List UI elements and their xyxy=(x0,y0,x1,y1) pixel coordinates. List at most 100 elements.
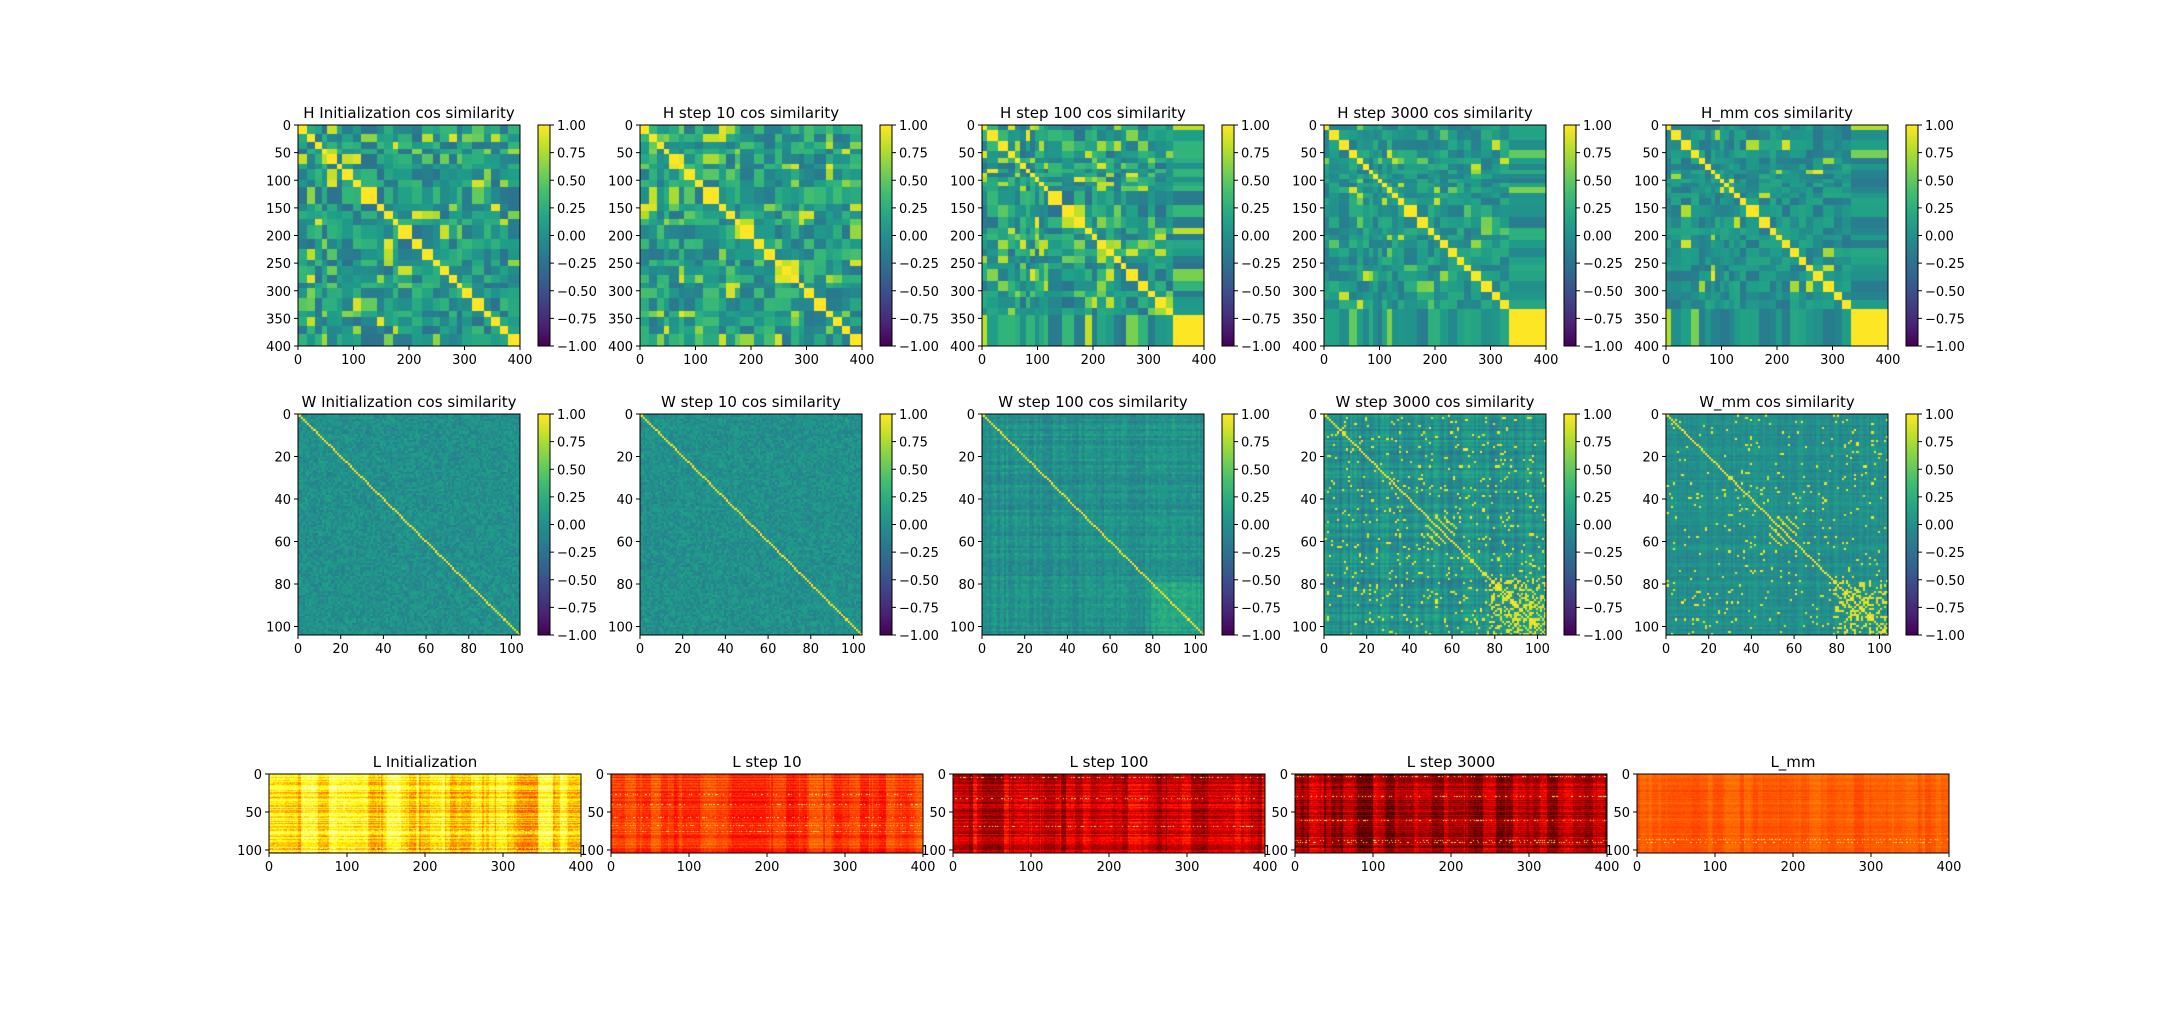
y-tick-label: 200 xyxy=(1634,230,1659,245)
colorbar-tick-label: 0.00 xyxy=(557,230,586,245)
colorbar-tick-label: −0.75 xyxy=(899,601,939,616)
y-tick-label: 100 xyxy=(950,621,975,636)
x-tick-label: 200 xyxy=(1423,353,1448,368)
colorbar-tick-label: −0.25 xyxy=(899,257,939,272)
heatmap-image xyxy=(1637,774,1949,853)
y-tick-label: 20 xyxy=(1300,451,1317,466)
colorbar-tick-label: −0.75 xyxy=(557,312,597,327)
x-tick-label: 100 xyxy=(841,642,866,657)
colorbar-tick-label: 1.00 xyxy=(1925,119,1954,134)
colorbar-tick-label: −1.00 xyxy=(899,340,939,355)
x-tick-label: 400 xyxy=(1192,353,1217,368)
y-tick-label: 100 xyxy=(579,844,604,859)
colorbar xyxy=(1221,413,1235,636)
colorbar-tick-label: −0.25 xyxy=(1583,257,1623,272)
axes-frame xyxy=(1665,413,1889,636)
x-tick-label: 40 xyxy=(1059,642,1076,657)
panel-1: H Initialization cos similarity 0 100 200 30… xyxy=(266,104,597,368)
x-tick-label: 100 xyxy=(1703,860,1728,875)
x-tick-label: 60 xyxy=(1786,642,1803,657)
x-tick-label: 60 xyxy=(1444,642,1461,657)
x-tick-label: 20 xyxy=(1700,642,1717,657)
x-tick-label: 100 xyxy=(1361,860,1386,875)
colorbar-tick-label: −0.50 xyxy=(557,285,597,300)
colorbar-tick-label: −0.75 xyxy=(1925,312,1965,327)
y-tick-label: 200 xyxy=(1292,230,1317,245)
colorbar-tick-label: −0.50 xyxy=(1925,574,1965,589)
x-tick-label: 300 xyxy=(1859,860,1884,875)
colorbar-tick-label: −0.75 xyxy=(557,601,597,616)
colorbar-tick-label: −0.50 xyxy=(1241,285,1281,300)
x-tick-label: 80 xyxy=(802,642,819,657)
colorbar xyxy=(537,124,551,347)
colorbar xyxy=(879,124,893,347)
colorbar-tick-label: 1.00 xyxy=(557,408,586,423)
y-tick-label: 100 xyxy=(266,174,291,189)
x-tick-label: 0 xyxy=(1320,642,1328,657)
x-tick-label: 0 xyxy=(949,860,957,875)
heatmap-image xyxy=(982,414,1204,635)
y-tick-label: 200 xyxy=(950,230,975,245)
colorbar-tick-label: 0.75 xyxy=(899,436,928,451)
y-tick-label: 60 xyxy=(958,536,975,551)
x-tick-label: 80 xyxy=(1144,642,1161,657)
colorbar-tick-label: −0.75 xyxy=(1583,312,1623,327)
colorbar-tick-label: −0.25 xyxy=(1241,546,1281,561)
y-tick-label: 20 xyxy=(274,451,291,466)
x-tick-label: 100 xyxy=(499,642,524,657)
x-tick-label: 40 xyxy=(1743,642,1760,657)
colorbar-tick-label: 0.25 xyxy=(1925,491,1954,506)
colorbar-tick-label: 0.50 xyxy=(1241,174,1270,189)
x-tick-label: 200 xyxy=(1097,860,1122,875)
y-tick-label: 100 xyxy=(950,174,975,189)
y-tick-label: 100 xyxy=(1292,174,1317,189)
y-tick-label: 400 xyxy=(608,340,633,355)
x-tick-label: 40 xyxy=(1401,642,1418,657)
x-tick-label: 100 xyxy=(677,860,702,875)
x-tick-label: 100 xyxy=(1019,860,1044,875)
axes-frame xyxy=(297,413,521,636)
y-tick-label: 50 xyxy=(929,806,946,821)
y-tick-label: 100 xyxy=(266,621,291,636)
y-tick-label: 50 xyxy=(1613,806,1630,821)
colorbar-tick-label: −0.50 xyxy=(1583,285,1623,300)
panel-title: W step 10 cos similarity xyxy=(661,393,841,411)
y-tick-label: 0 xyxy=(1309,408,1317,423)
y-tick-label: 40 xyxy=(616,493,633,508)
colorbar-tick-label: 0.00 xyxy=(1583,230,1612,245)
colorbar-tick-label: 0.50 xyxy=(1583,463,1612,478)
colorbar-tick-label: 0.00 xyxy=(1241,230,1270,245)
panel-title: L step 3000 xyxy=(1407,753,1496,771)
heatmap-image xyxy=(1666,414,1888,635)
y-tick-label: 0 xyxy=(1651,408,1659,423)
y-tick-label: 150 xyxy=(950,202,975,217)
colorbar-tick-label: −0.50 xyxy=(1241,574,1281,589)
y-tick-label: 80 xyxy=(958,578,975,593)
heatmap-image xyxy=(298,414,520,635)
colorbar-tick-label: 0.00 xyxy=(1925,230,1954,245)
colorbar-tick-label: −1.00 xyxy=(1241,629,1281,644)
heatmap-image xyxy=(1666,125,1888,346)
y-tick-label: 0 xyxy=(967,408,975,423)
y-tick-label: 0 xyxy=(625,119,633,134)
axes-frame xyxy=(639,413,863,636)
colorbar-tick-label: 0.25 xyxy=(1583,491,1612,506)
y-tick-label: 100 xyxy=(608,621,633,636)
y-tick-label: 50 xyxy=(274,147,291,162)
x-tick-label: 20 xyxy=(1358,642,1375,657)
heatmap-image xyxy=(953,774,1265,853)
colorbar-tick-label: 0.50 xyxy=(1925,463,1954,478)
y-tick-label: 400 xyxy=(266,340,291,355)
colorbar-tick-label: 0.00 xyxy=(899,230,928,245)
colorbar xyxy=(1221,124,1235,347)
x-tick-label: 80 xyxy=(460,642,477,657)
y-tick-label: 0 xyxy=(1280,768,1288,783)
colorbar-tick-label: 0.75 xyxy=(1925,147,1954,162)
panel-title: H step 100 cos similarity xyxy=(1000,104,1186,122)
heatmap-image xyxy=(269,774,581,853)
panel-title: H step 3000 cos similarity xyxy=(1337,104,1533,122)
